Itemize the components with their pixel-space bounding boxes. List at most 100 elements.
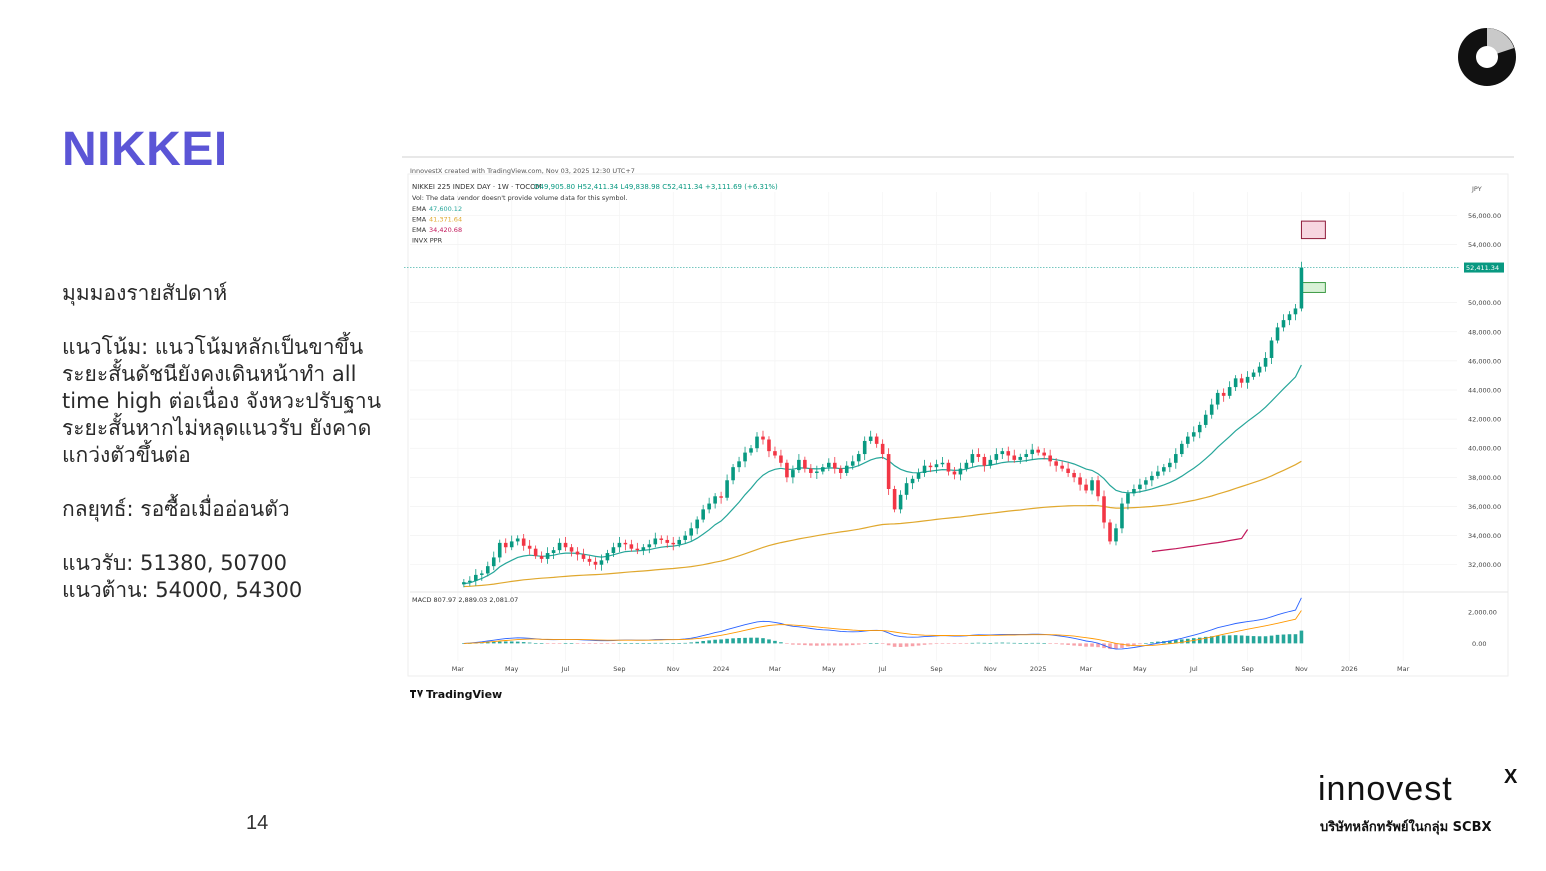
macd-histogram-bar <box>737 638 741 644</box>
candle-body <box>1102 496 1106 523</box>
resistance-zone <box>1300 220 1326 240</box>
candle-body <box>725 480 729 498</box>
macd-histogram-bar <box>1066 643 1070 645</box>
macd-histogram-bar <box>1096 643 1100 648</box>
candle-body <box>916 472 921 479</box>
macd-histogram-bar <box>611 643 616 644</box>
macd-histogram-bar <box>593 643 598 644</box>
logo-wordmark: innovest <box>1318 770 1453 808</box>
candle-body <box>1120 503 1124 529</box>
macd-histogram-bar <box>1168 640 1172 644</box>
candle-body <box>599 560 604 565</box>
support-zone <box>1300 282 1326 293</box>
view-heading: มุมมองรายสัปดาห์ <box>62 281 228 305</box>
trend-text: แนวโน้ม: แนวโน้มหลักเป็นขาขึ้น ระยะสั้นด… <box>62 335 382 467</box>
candle-body <box>1054 461 1058 466</box>
candle-body <box>1090 480 1094 491</box>
candle-body <box>1096 480 1100 497</box>
macd-histogram-bar <box>1203 636 1208 644</box>
macd-histogram-bar <box>725 638 729 644</box>
macd-histogram-bar <box>623 643 628 644</box>
x-tick-label: Mar <box>452 665 465 673</box>
candle-body <box>1293 308 1298 315</box>
macd-top-label: 2,000.00 <box>1468 608 1497 616</box>
macd-histogram-bar <box>821 643 825 646</box>
candle-body <box>815 471 819 473</box>
macd-histogram-bar <box>862 643 867 644</box>
x-tick-label: Sep <box>930 665 942 673</box>
candle-body <box>952 471 957 475</box>
candle-body <box>527 545 532 549</box>
candle-body <box>731 467 735 481</box>
resistance-text: แนวต้าน: 54000, 54300 <box>62 578 303 602</box>
macd-histogram-bar <box>964 643 969 644</box>
macd-histogram-bar <box>503 641 508 644</box>
macd-histogram-bar <box>629 643 634 644</box>
macd-histogram-bar <box>1251 636 1256 644</box>
indicator-label: EMA <box>412 226 427 234</box>
macd-histogram-bar <box>832 643 837 646</box>
macd-histogram-bar <box>671 643 676 644</box>
candle-body <box>479 573 484 575</box>
candle-body <box>898 494 903 510</box>
macd-histogram-bar <box>1036 642 1040 644</box>
candle-body <box>468 580 472 583</box>
ema-slow-line <box>463 460 1302 588</box>
macd-histogram-bar <box>665 643 670 644</box>
candle-body <box>797 459 801 471</box>
y-tick-label: 40,000.00 <box>1468 445 1501 453</box>
candles <box>462 261 1304 588</box>
y-tick-label: 50,000.00 <box>1468 299 1501 307</box>
candle-body <box>647 544 652 548</box>
macd-histogram-bar <box>1257 636 1262 644</box>
x-tick-label: 2026 <box>1341 665 1358 673</box>
macd-histogram-bar <box>904 643 909 647</box>
candle-body <box>886 454 891 489</box>
candle-body <box>617 542 622 548</box>
chart-vol-note: Vol: The data vendor doesn't provide vol… <box>412 194 627 202</box>
candle-body <box>671 542 676 545</box>
candle-body <box>719 496 723 498</box>
macd-histogram-bar <box>1120 643 1124 648</box>
candle-body <box>1162 467 1166 472</box>
macd-histogram-bar <box>521 642 526 644</box>
macd-histogram-bar <box>803 643 807 646</box>
macd-histogram-bar <box>575 643 580 644</box>
candle-body <box>569 547 574 552</box>
macd-histogram-bar <box>1221 635 1226 644</box>
macd-histogram-bar <box>617 643 622 644</box>
candle-body <box>689 528 693 536</box>
tradingview-logo: TradingView <box>410 688 502 701</box>
candle-body <box>940 462 945 465</box>
candle-body <box>587 558 592 562</box>
candle-body <box>982 456 987 466</box>
macd-histogram-bar <box>587 643 592 644</box>
macd-histogram-bar <box>898 643 903 647</box>
candle-body <box>521 538 526 546</box>
macd-signal-line <box>463 610 1302 647</box>
macd-histogram-bar <box>683 642 688 644</box>
macd-histogram-bar <box>809 643 813 646</box>
candle-body <box>1030 449 1035 455</box>
candle-body <box>749 448 753 453</box>
x-tick-label: May <box>505 665 519 673</box>
logo-superscript: X <box>1504 766 1518 788</box>
candle-body <box>821 467 825 472</box>
x-tick-label: 2024 <box>713 665 730 673</box>
candle-body <box>880 443 885 455</box>
candle-body <box>665 539 670 543</box>
macd-histogram-bar <box>1174 640 1178 644</box>
macd-histogram-bar <box>1293 634 1298 644</box>
candle-body <box>1144 480 1148 485</box>
candle-body <box>1036 449 1040 453</box>
macd-histogram-bar <box>952 643 957 644</box>
candle-body <box>563 542 568 548</box>
macd-histogram-bar <box>994 642 999 644</box>
macd-histogram-bar <box>1150 642 1154 644</box>
page-number: 14 <box>246 812 269 834</box>
chart-symbol: NIKKEI 225 INDEX DAY · 1W · TOCOM <box>412 183 542 191</box>
macd-histogram-bar <box>695 641 699 644</box>
macd-histogram-bar <box>785 643 789 644</box>
candle-body <box>1275 327 1280 341</box>
indicator-label: EMA <box>412 216 427 224</box>
